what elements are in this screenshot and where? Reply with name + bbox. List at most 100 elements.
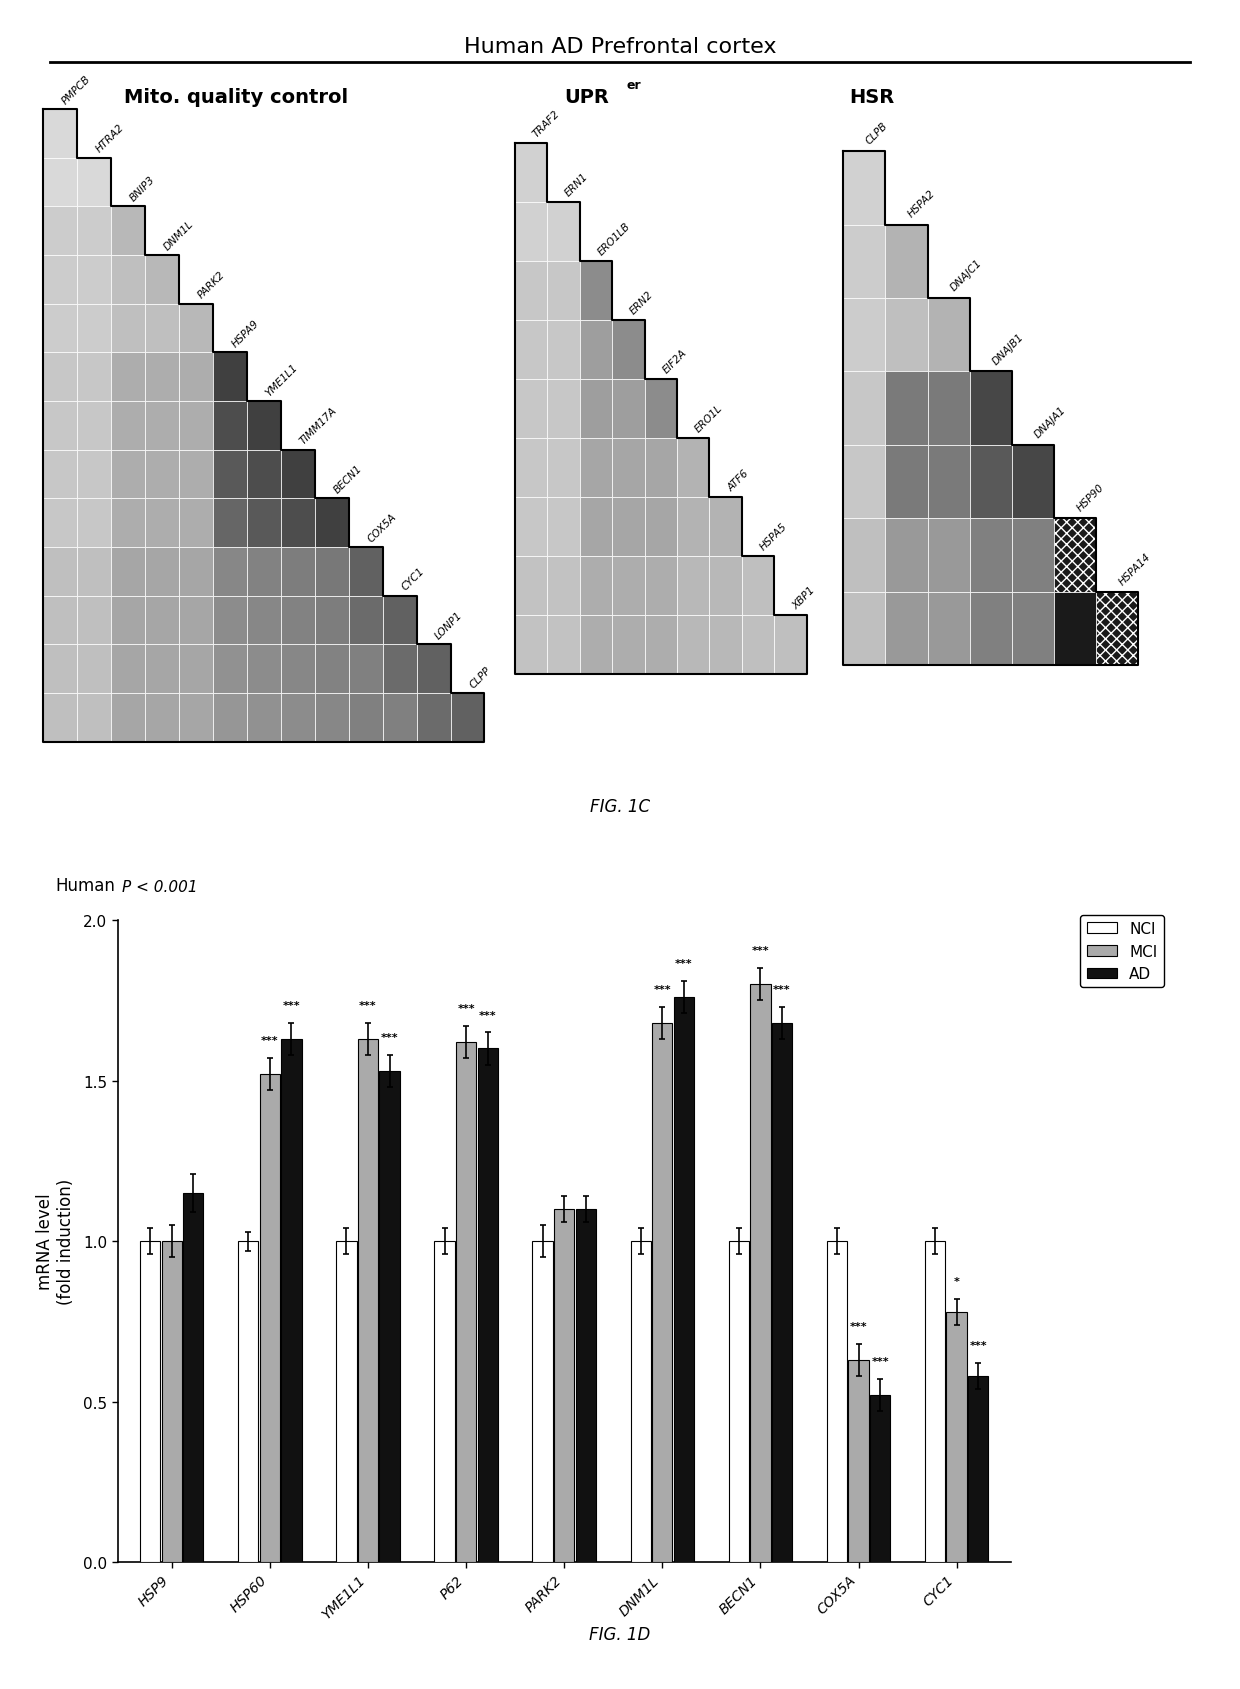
Text: HSP90: HSP90 — [1075, 483, 1106, 513]
Bar — [281, 645, 315, 694]
Bar — [348, 596, 383, 645]
Bar — [77, 255, 112, 304]
Bar — [213, 547, 247, 596]
Bar — [848, 1360, 869, 1562]
Bar — [112, 208, 145, 255]
Text: DNAJA1: DNAJA1 — [1033, 405, 1068, 439]
Text: CLPP: CLPP — [467, 664, 492, 689]
Text: TIMM17A: TIMM17A — [298, 405, 339, 446]
Bar — [417, 645, 450, 694]
Bar — [43, 451, 77, 498]
Bar — [673, 998, 694, 1562]
Bar — [112, 498, 145, 547]
Bar — [77, 498, 112, 547]
Bar — [315, 596, 348, 645]
Bar — [247, 451, 281, 498]
Bar — [112, 547, 145, 596]
Bar — [112, 353, 145, 402]
Text: HSPA2: HSPA2 — [906, 189, 937, 220]
Text: ***: *** — [774, 985, 791, 995]
Bar — [238, 1241, 258, 1562]
Bar — [247, 645, 281, 694]
Bar — [213, 498, 247, 547]
Bar — [645, 380, 677, 439]
Bar — [43, 304, 77, 353]
Text: COX5A: COX5A — [366, 512, 398, 544]
Bar — [43, 255, 77, 304]
Bar — [179, 498, 213, 547]
Text: P < 0.001: P < 0.001 — [123, 880, 198, 895]
Bar — [43, 547, 77, 596]
Bar — [281, 694, 315, 741]
Bar — [43, 645, 77, 694]
Bar — [645, 498, 677, 556]
Text: ERN2: ERN2 — [629, 289, 655, 316]
Bar — [709, 498, 742, 556]
Text: ***: *** — [849, 1321, 867, 1331]
Bar — [970, 446, 1012, 519]
Text: PARK2: PARK2 — [196, 270, 227, 301]
Bar — [281, 451, 315, 498]
Bar — [1012, 446, 1054, 519]
Bar — [43, 402, 77, 451]
Bar — [729, 1241, 749, 1562]
Bar — [827, 1241, 847, 1562]
Bar — [652, 1024, 672, 1562]
Bar — [613, 380, 645, 439]
Text: UPR: UPR — [564, 88, 609, 106]
Bar — [184, 1192, 203, 1562]
Bar — [579, 321, 613, 380]
Bar — [885, 593, 928, 665]
Bar — [247, 402, 281, 451]
Bar — [885, 446, 928, 519]
Bar — [179, 304, 213, 353]
Text: HTRA2: HTRA2 — [94, 123, 126, 154]
Text: XBP1: XBP1 — [791, 584, 817, 611]
Bar — [179, 596, 213, 645]
Bar — [315, 645, 348, 694]
Bar — [843, 446, 885, 519]
Text: ***: *** — [283, 1000, 300, 1010]
Bar — [547, 498, 579, 556]
Bar — [579, 380, 613, 439]
Bar — [336, 1241, 357, 1562]
Bar — [843, 372, 885, 446]
Bar — [213, 353, 247, 402]
Bar — [547, 203, 579, 262]
Bar — [477, 1049, 497, 1562]
Bar — [1054, 519, 1096, 593]
Bar — [515, 380, 547, 439]
Bar — [970, 372, 1012, 446]
Text: ATF6: ATF6 — [725, 468, 750, 493]
Bar — [213, 645, 247, 694]
Bar — [775, 615, 807, 674]
Bar — [1054, 519, 1096, 593]
Bar — [742, 615, 775, 674]
Bar — [515, 262, 547, 321]
Bar — [1096, 593, 1138, 665]
Text: CYC1: CYC1 — [399, 566, 427, 593]
Bar — [1096, 593, 1138, 665]
Bar — [77, 694, 112, 741]
Bar — [112, 596, 145, 645]
Bar — [179, 451, 213, 498]
Y-axis label: mRNA level
(fold induction): mRNA level (fold induction) — [36, 1179, 74, 1304]
Text: ***: *** — [381, 1032, 398, 1042]
Bar — [77, 402, 112, 451]
Text: HSPA9: HSPA9 — [229, 318, 260, 350]
Bar — [928, 446, 970, 519]
Text: Human AD Prefrontal cortex: Human AD Prefrontal cortex — [464, 37, 776, 57]
Bar — [547, 439, 579, 498]
Bar — [247, 547, 281, 596]
Bar — [112, 645, 145, 694]
Text: ERO1L: ERO1L — [693, 402, 724, 434]
Bar — [43, 694, 77, 741]
Bar — [677, 556, 709, 615]
Text: EIF2A: EIF2A — [661, 346, 688, 375]
Bar — [77, 596, 112, 645]
Bar — [43, 208, 77, 255]
Text: ***: *** — [360, 1000, 377, 1010]
Text: HSPA5: HSPA5 — [758, 520, 789, 552]
Bar — [145, 694, 179, 741]
Bar — [161, 1241, 182, 1562]
